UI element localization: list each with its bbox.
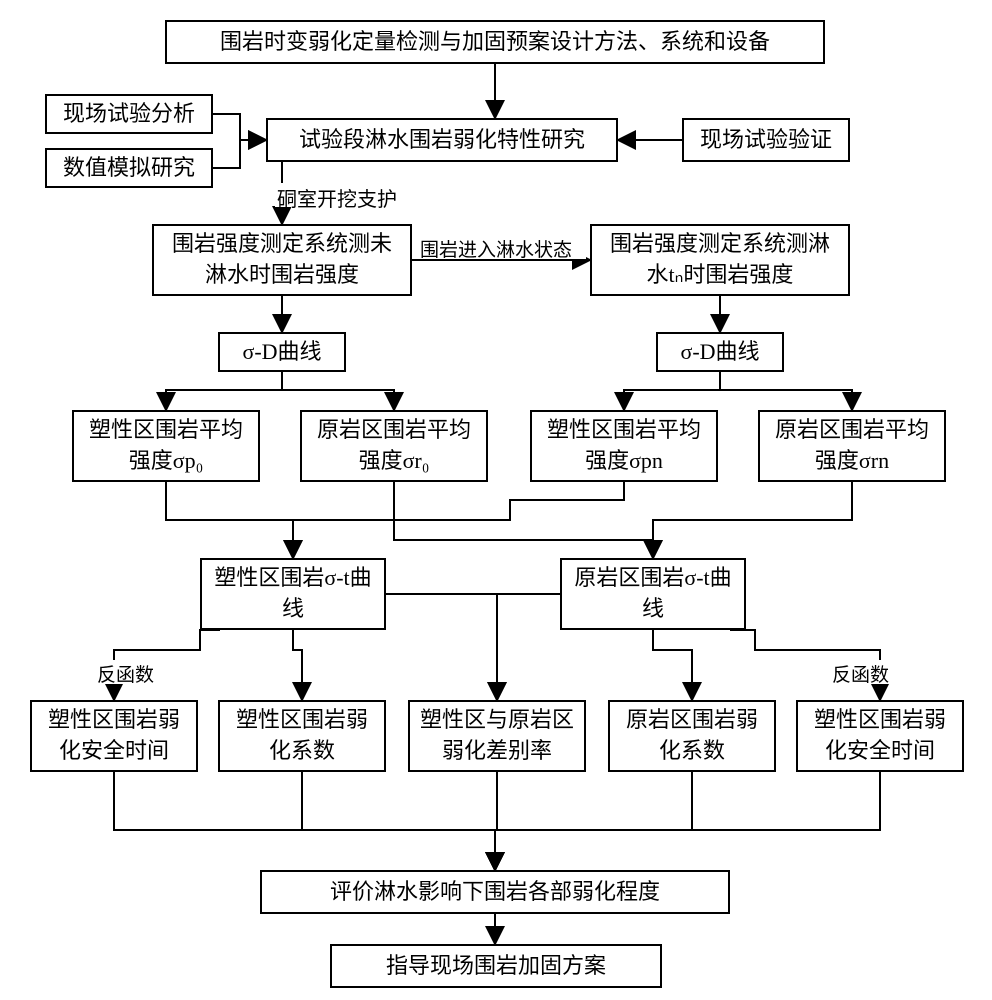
flow-node-wet_measure: 围岩强度测定系统测淋水tₙ时围岩强度 (590, 224, 850, 296)
flow-node-plastic_p0: 塑性区围岩平均强度σp₀ (72, 410, 260, 482)
flow-node-research: 试验段淋水围岩弱化特性研究 (266, 118, 618, 162)
flow-node-guide: 指导现场围岩加固方案 (330, 944, 662, 988)
flow-node-sigma_d_1: σ-D曲线 (218, 332, 346, 372)
flow-node-dry_measure: 围岩强度测定系统测未淋水时围岩强度 (152, 224, 412, 296)
flow-node-verify: 现场试验验证 (682, 118, 850, 162)
flow-node-plastic_pn: 塑性区围岩平均强度σpn (530, 410, 718, 482)
flow-node-plastic_rock_diff: 塑性区与原岩区弱化差别率 (408, 700, 586, 772)
flow-node-rock_r0: 原岩区围岩平均强度σr₀ (300, 410, 488, 482)
flow-node-plastic_sigma_t: 塑性区围岩σ-t曲线 (200, 558, 386, 630)
flow-node-plastic_safe_time: 塑性区围岩弱化安全时间 (30, 700, 198, 772)
flow-node-sigma_d_2: σ-D曲线 (656, 332, 784, 372)
flow-node-evaluate: 评价淋水影响下围岩各部弱化程度 (260, 870, 730, 914)
flow-node-rock_rn: 原岩区围岩平均强度σrn (758, 410, 946, 482)
flow-node-numerical: 数值模拟研究 (45, 148, 213, 188)
flow-label-inverse_right: 反函数 (830, 660, 910, 684)
flow-label-inverse_left: 反函数 (95, 660, 175, 684)
flow-node-rock_sigma_t: 原岩区围岩σ-t曲线 (560, 558, 746, 630)
flow-node-plastic_safe_time2: 塑性区围岩弱化安全时间 (796, 700, 964, 772)
flow-node-title: 围岩时变弱化定量检测与加固预案设计方法、系统和设备 (165, 20, 825, 64)
flow-label-excavation_label: 硐室开挖支护 (275, 183, 425, 207)
flow-node-field_test: 现场试验分析 (45, 94, 213, 134)
flow-label-water_state_label: 围岩进入淋水状态 (418, 235, 586, 259)
flow-node-rock_weaken_coef: 原岩区围岩弱化系数 (608, 700, 776, 772)
flow-node-plastic_weaken_coef: 塑性区围岩弱化系数 (218, 700, 386, 772)
